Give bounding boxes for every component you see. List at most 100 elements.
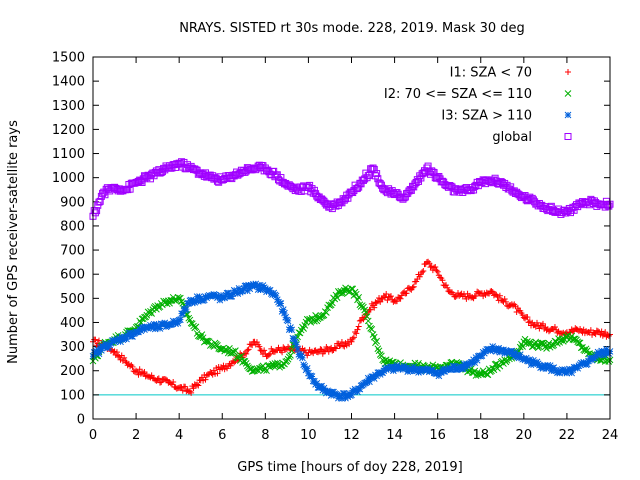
series-i3-fill-point — [182, 305, 190, 313]
series-i1-fill-point — [605, 332, 612, 339]
x-tick-label: 16 — [429, 428, 446, 443]
series-i1-fill-point — [387, 293, 394, 300]
series-i3-fill-point — [293, 341, 300, 349]
series-i2-fill-point — [311, 317, 318, 325]
series-global-fill-point — [254, 162, 262, 170]
series-i3-fill-point — [156, 325, 164, 332]
legend-label: I1: SZA < 70 — [450, 66, 532, 81]
series-i2-point — [251, 367, 258, 375]
series-i2-fill-point — [308, 314, 316, 322]
legend-marker — [564, 133, 572, 140]
series-i3-fill-point — [234, 290, 242, 297]
series-i3-fill-point — [258, 285, 266, 293]
series-global-fill-point — [405, 187, 413, 195]
series-global-fill-point — [373, 170, 381, 178]
series-global-fill-point — [389, 189, 397, 197]
series-global-fill-point — [529, 196, 537, 204]
series-i1-point — [445, 288, 452, 295]
series-i2-point — [240, 357, 248, 365]
series-i1-fill-point — [249, 342, 256, 349]
series-i1-fill-point — [397, 295, 404, 302]
series-global-point — [337, 198, 345, 206]
series-i3-fill-point — [308, 373, 316, 380]
series-i3 — [89, 280, 614, 402]
series-global — [89, 158, 614, 220]
series-global-fill-point — [497, 178, 505, 186]
series-i3-fill-point — [239, 287, 246, 295]
series-i3-point — [477, 352, 485, 360]
series-global-point — [197, 169, 205, 177]
series-i1-point — [165, 379, 172, 386]
legend-marker — [565, 69, 571, 75]
series-global-point — [488, 176, 496, 184]
series-i3-point — [402, 364, 409, 372]
series-global-point — [229, 171, 237, 179]
series-global-fill-point — [259, 162, 267, 170]
series-i2-point — [197, 333, 205, 341]
series-global-point — [186, 164, 194, 172]
series-i2-fill-point — [312, 312, 319, 319]
series-i2-point — [531, 340, 538, 348]
series-i3-fill-point — [583, 360, 591, 368]
series-i2-point — [218, 345, 226, 353]
series-i1-point — [186, 388, 193, 395]
series-i3-fill-point — [528, 359, 536, 367]
series-i3-fill-point — [495, 344, 503, 352]
series-i3-point — [552, 367, 560, 375]
series-i3-point — [100, 343, 108, 350]
series-i1-fill-point — [353, 330, 360, 337]
series-i1-fill-point — [227, 362, 234, 369]
series-i1-point — [133, 367, 140, 374]
series-i2-fill-point — [241, 358, 249, 365]
series-global-fill-point — [308, 185, 316, 193]
series-i3-fill-point — [459, 365, 467, 373]
x-tick-label: 6 — [218, 428, 226, 443]
series-i3-point — [498, 346, 506, 354]
series-i3-fill-point — [277, 300, 285, 307]
series-global-point — [584, 198, 592, 206]
series-i3-fill-point — [174, 319, 182, 327]
series-i2-fill-point — [550, 341, 558, 349]
series-i3-point — [218, 294, 226, 302]
series-i3-fill-point — [379, 369, 386, 377]
series-i3-point — [585, 357, 592, 365]
series-i3-point — [208, 292, 215, 300]
series-i3-fill-point — [398, 363, 406, 371]
series-i1-point — [391, 297, 398, 304]
y-tick-label: 1500 — [52, 51, 85, 66]
series-i3-fill-point — [282, 313, 290, 321]
series-i3-fill-point — [215, 293, 223, 300]
series-i2-point — [261, 364, 269, 372]
series-i1-fill-point — [265, 351, 272, 358]
series-i3-fill-point — [228, 292, 236, 300]
x-tick-label: 2 — [132, 428, 140, 443]
series-i3-point — [186, 297, 194, 305]
series-global-point — [315, 193, 323, 201]
y-tick-label: 200 — [60, 364, 85, 379]
series-i3-point — [423, 367, 431, 375]
series-i3-fill-point — [129, 333, 136, 340]
series-i1-point — [466, 292, 473, 299]
series-i3-fill-point — [400, 362, 408, 370]
series-i1-fill-point — [416, 273, 423, 280]
series-global-point — [552, 207, 560, 215]
series-global-fill-point — [533, 200, 541, 208]
series-global-fill-point — [417, 174, 425, 182]
series-i2-point — [186, 316, 194, 324]
series-global-fill-point — [219, 176, 227, 184]
series-i2-fill-point — [248, 368, 256, 375]
series-i1-point — [305, 349, 312, 356]
series-i3-fill-point — [342, 394, 349, 402]
series-i1-fill-point — [452, 293, 459, 300]
y-tick-label: 0 — [77, 413, 85, 428]
series-i3-fill-point — [548, 367, 555, 375]
chart-title: NRAYS. SISTED rt 30s mode. 228, 2019. Ma… — [179, 21, 525, 36]
series-i2-fill-point — [216, 345, 224, 353]
series-i1-fill-point — [539, 320, 546, 327]
series-global-fill-point — [496, 180, 504, 188]
series-i3-point — [315, 384, 323, 391]
series-global-fill-point — [322, 201, 330, 209]
series-global-point — [358, 176, 366, 184]
series-i2-point — [488, 367, 495, 375]
series-global-fill-point — [407, 186, 415, 194]
